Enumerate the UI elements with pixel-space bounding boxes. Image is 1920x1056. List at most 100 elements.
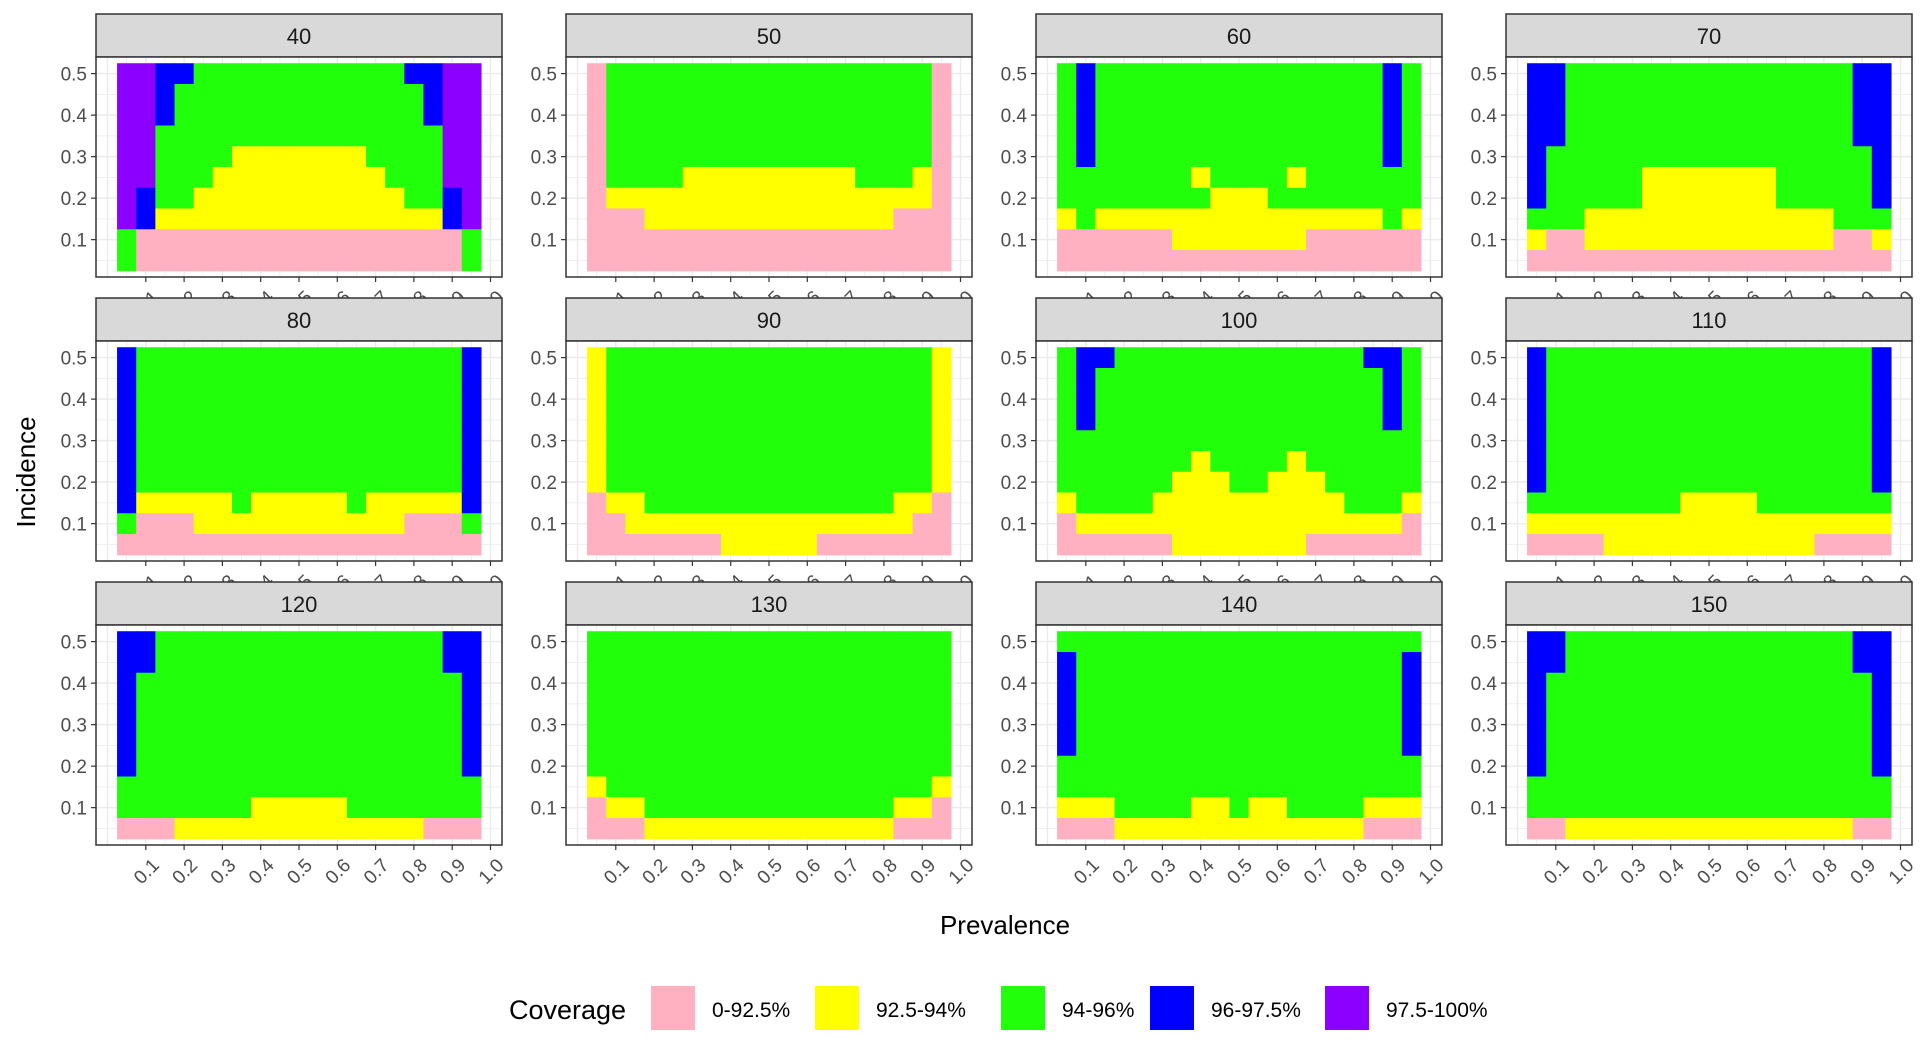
heatmap-cell [721,513,741,535]
heatmap-cell [1057,347,1077,369]
heatmap-cell [1248,63,1269,85]
heatmap-cell [289,492,310,514]
heatmap-cell [1584,492,1605,514]
heatmap-cell [1286,492,1307,514]
heatmap-cell [1401,534,1422,556]
heatmap-cell [212,534,233,556]
heatmap-cell [1565,187,1586,210]
heatmap-cell [1306,797,1326,819]
heatmap-cell [855,167,875,189]
heatmap-cell [759,146,780,168]
heatmap-cell [251,534,271,556]
heatmap-cell [1210,347,1231,369]
heatmap-cell [1795,367,1815,390]
heatmap-cell [912,513,933,535]
heatmap-cell [1814,818,1835,840]
heatmap-cell [404,409,425,431]
heatmap-cell [1095,125,1116,147]
heatmap-cell [1680,513,1701,535]
heatmap-cell [1565,714,1586,736]
heatmap-cell [912,104,933,127]
heatmap-cell [251,104,271,127]
heatmap-cell [1603,451,1624,473]
heatmap-cell [251,451,271,473]
heatmap-cell [308,631,329,653]
heatmap-cell [1527,104,1547,127]
heatmap-cell [663,409,684,431]
heatmap-cell [931,187,952,210]
heatmap-cell [1546,471,1566,494]
heatmap-cell [797,451,818,473]
heatmap-cell [1306,492,1326,514]
heatmap-cell [442,146,463,168]
heatmap-cell [270,229,291,251]
heatmap-cell [1171,167,1192,189]
heatmap-cell [701,471,722,494]
heatmap-cell [740,146,761,168]
heatmap-cell [855,347,875,369]
heatmap-cell [1718,250,1739,272]
heatmap-cell [289,146,310,168]
heatmap-cell [778,104,799,127]
heatmap-cell [1382,63,1403,85]
heatmap-cell [778,250,799,272]
heatmap-cell [1833,755,1854,778]
heatmap-cell [1718,430,1739,452]
heatmap-cell [1737,651,1758,674]
heatmap-cell [1565,367,1586,390]
heatmap-cell [1152,430,1173,452]
heatmap-cell [327,755,348,778]
heatmap-cell [366,388,386,411]
heatmap-cell [155,167,176,189]
heatmap-cell [404,430,425,452]
heatmap-cell [1699,735,1720,757]
heatmap-cell [423,63,444,85]
heatmap-cell [1191,672,1211,695]
heatmap-cell [423,651,444,674]
heatmap-cell [155,146,176,168]
heatmap-cell [212,492,233,514]
heatmap-cell [1306,471,1326,494]
heatmap-cell [759,714,780,736]
heatmap-cell [682,409,703,431]
heatmap-cell [663,818,684,840]
heatmap-cell [461,631,482,653]
heatmap-cell [327,167,348,189]
heatmap-cell [701,818,722,840]
heatmap-cell [1286,430,1307,452]
heatmap-cell [366,534,386,556]
heatmap-cell [682,651,703,674]
heatmap-cell [1152,250,1173,272]
heatmap-cell [1210,651,1231,674]
y-tick-label: 0.2 [531,757,557,778]
heatmap-cell [893,631,914,653]
heatmap-cell [366,714,386,736]
heatmap-cell [1661,187,1681,210]
heatmap-cell [759,755,780,778]
heatmap-cell [193,367,214,390]
heatmap-cell [1133,430,1154,452]
heatmap-cell [912,776,933,798]
heatmap-cell [174,513,195,535]
heatmap-cell [1210,672,1231,695]
heatmap-cell [174,631,195,653]
heatmap-cells [117,631,482,840]
heatmap-cell [740,83,761,106]
heatmap-cell [931,513,952,535]
heatmap-cell [1680,104,1701,127]
heatmap-cell [836,818,856,840]
heatmap-cell [1057,776,1077,798]
heatmap-cell [682,492,703,514]
heatmap-cell [1776,534,1796,556]
heatmap-cell [625,534,646,556]
heatmap-cell [931,409,952,431]
heatmap-cell [740,187,761,210]
heatmap-cell [136,693,156,715]
heatmap-cell [1546,347,1566,369]
heatmap-cell [1584,187,1605,210]
y-tick-label: 0.2 [1001,757,1027,778]
heatmap-cell [1152,797,1173,819]
heatmap-cell [1229,229,1250,251]
heatmap-cell [385,631,405,653]
heatmap-cell [270,125,291,147]
